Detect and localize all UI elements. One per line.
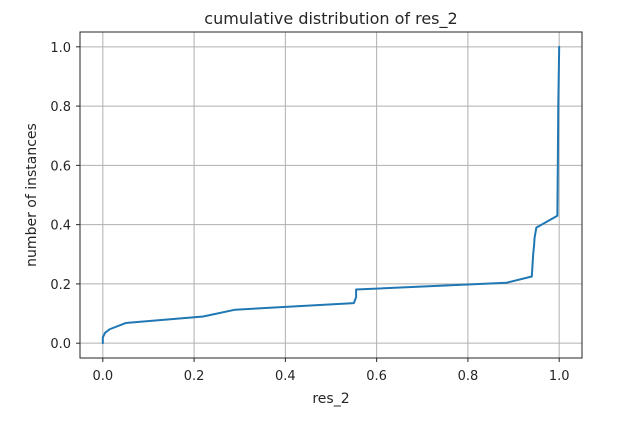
y-tick-label: 0.4 bbox=[50, 219, 71, 234]
plot-frame bbox=[79, 31, 583, 359]
x-tick-label: 1.0 bbox=[549, 369, 570, 384]
y-tick-label: 0.6 bbox=[50, 159, 71, 174]
chart-title: cumulative distribution of res_2 bbox=[204, 9, 457, 29]
y-tick-label: 0.2 bbox=[50, 278, 71, 293]
y-tick-label: 1.0 bbox=[50, 41, 71, 56]
y-tick-label: 0.8 bbox=[50, 100, 71, 115]
x-tick-label: 0.0 bbox=[92, 369, 113, 384]
series-line bbox=[101, 45, 561, 345]
x-tick-label: 0.6 bbox=[366, 369, 387, 384]
grid bbox=[80, 32, 582, 358]
y-tick-label: 0.0 bbox=[50, 337, 71, 352]
x-axis-label: res_2 bbox=[312, 391, 349, 407]
x-tick-label: 0.8 bbox=[458, 369, 479, 384]
x-tick-label: 0.4 bbox=[275, 369, 296, 384]
series-layer bbox=[101, 45, 561, 345]
y-axis-label: number of instances bbox=[24, 123, 40, 267]
ticks: 0.0 0.2 0.4 0.6 0.8 1.0 0.0 0.2 0.4 0.6 0.8 1.0 bbox=[50, 41, 569, 384]
x-tick-label: 0.2 bbox=[184, 369, 205, 384]
